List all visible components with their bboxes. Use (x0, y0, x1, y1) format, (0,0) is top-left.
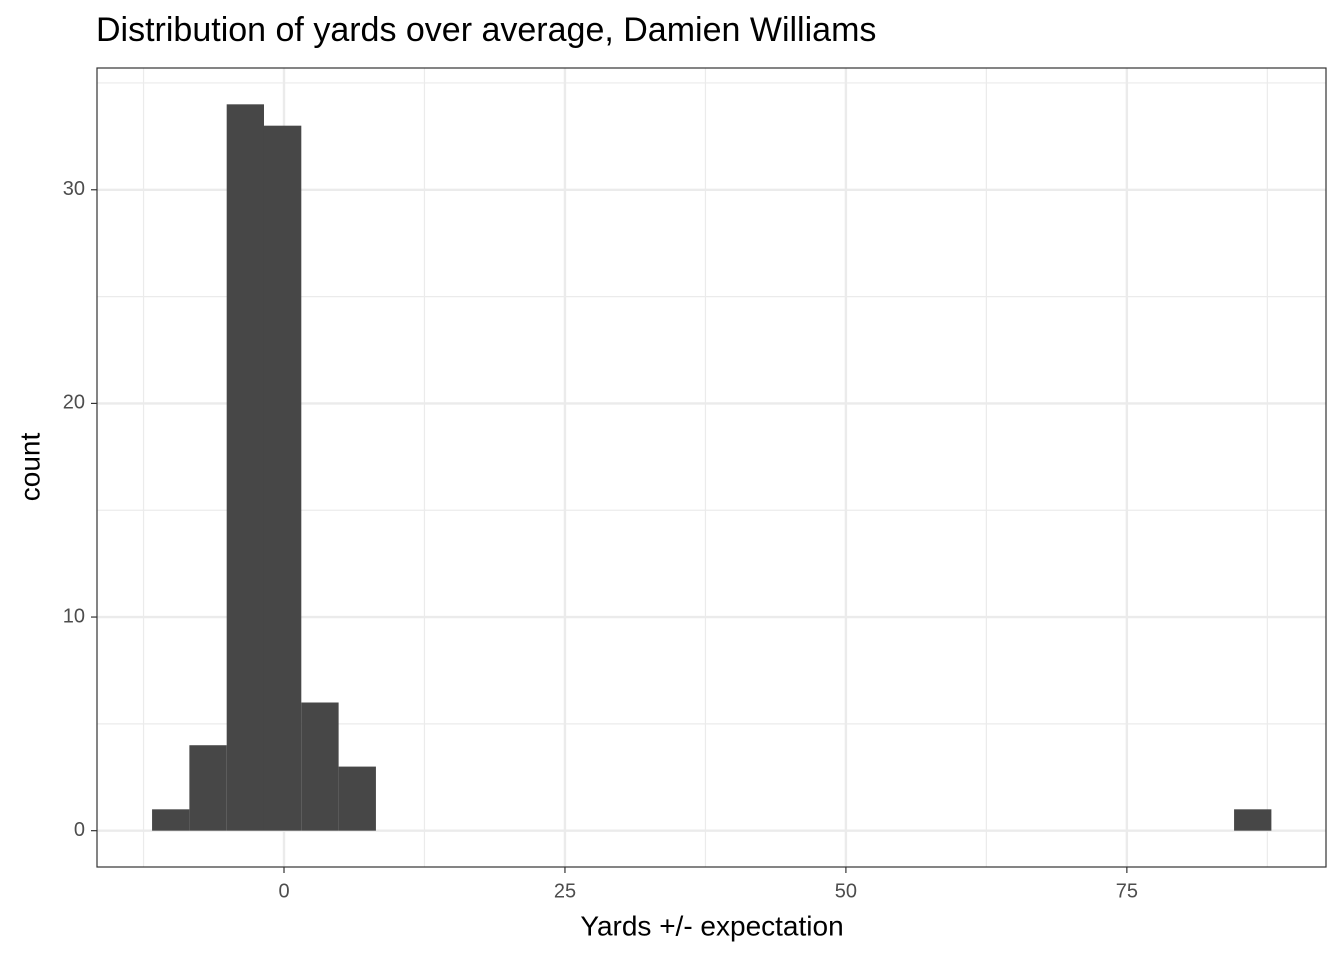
y-tick-label: 0 (74, 819, 85, 841)
bar (338, 766, 376, 831)
bar (1234, 809, 1272, 831)
y-tick-label: 10 (63, 605, 85, 627)
bar (226, 104, 264, 831)
y-tick-label: 20 (63, 392, 85, 414)
bar (263, 125, 302, 831)
y-tick-label: 30 (63, 178, 85, 200)
x-tick-label: 50 (835, 880, 857, 902)
bar (152, 809, 190, 831)
bar (189, 745, 227, 831)
x-tick-label: 75 (1116, 880, 1138, 902)
x-axis-title: Yards +/- expectation (580, 910, 843, 941)
bar (301, 702, 339, 831)
plot-border (96, 67, 1327, 868)
y-axis-title: count (14, 433, 45, 502)
chart-title: Distribution of yards over average, Dami… (96, 11, 876, 49)
x-tick-label: 0 (278, 880, 289, 902)
x-tick-label: 25 (554, 880, 576, 902)
